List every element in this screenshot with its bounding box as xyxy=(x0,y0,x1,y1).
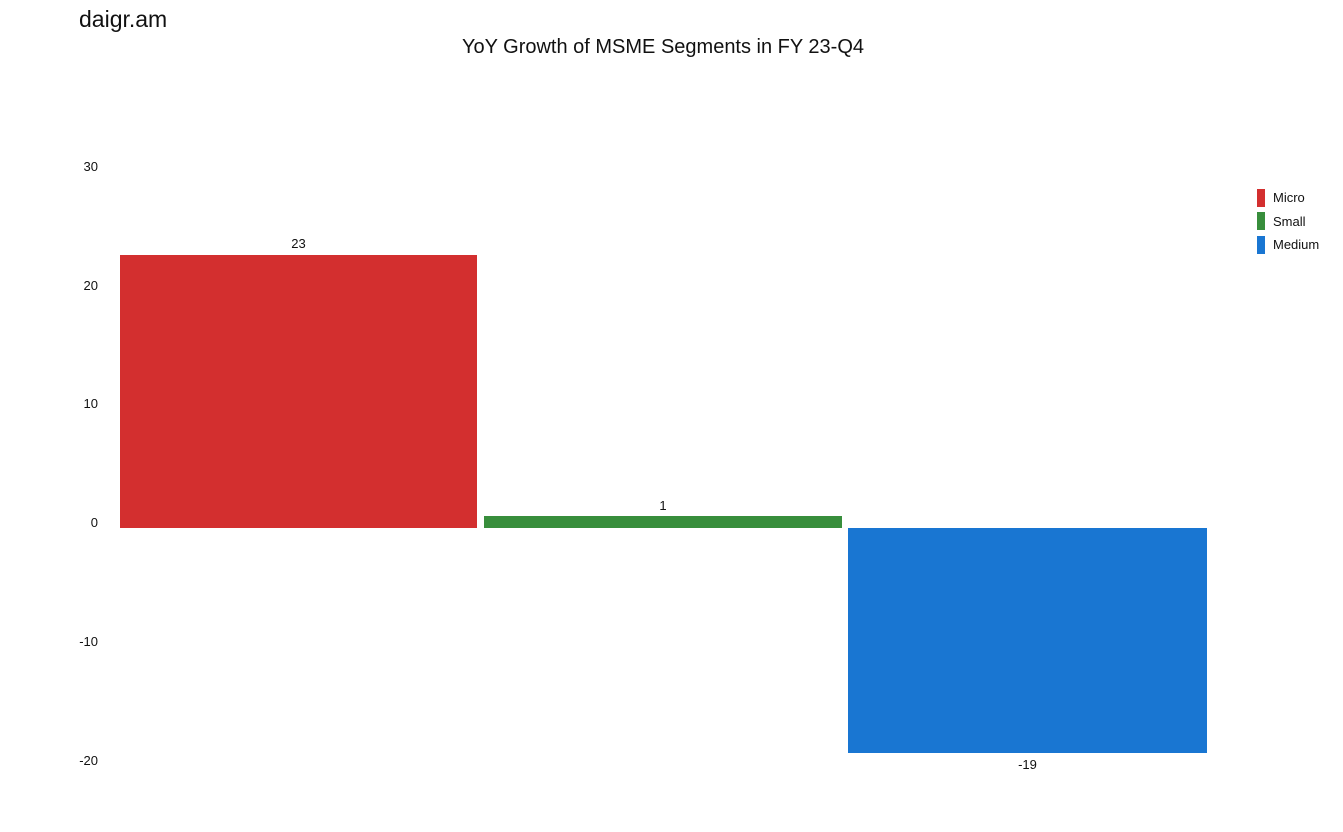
y-tick: 0 xyxy=(90,515,98,530)
bar-label-small: 1 xyxy=(659,498,667,513)
y-tick: 20 xyxy=(83,278,98,293)
legend: Micro Small Medium xyxy=(1257,186,1319,257)
y-tick: -20 xyxy=(79,753,98,768)
legend-swatch-small xyxy=(1257,212,1265,231)
legend-label: Small xyxy=(1273,213,1306,229)
bar-medium xyxy=(848,528,1207,753)
legend-item-medium[interactable]: Medium xyxy=(1257,233,1319,257)
legend-label: Micro xyxy=(1273,190,1305,206)
y-tick: 30 xyxy=(83,159,98,174)
y-tick: -10 xyxy=(79,634,98,649)
legend-swatch-micro xyxy=(1257,188,1265,207)
legend-swatch-medium xyxy=(1257,235,1265,254)
legend-label: Medium xyxy=(1273,237,1320,253)
chart-title: YoY Growth of MSME Segments in FY 23-Q4 xyxy=(461,36,865,58)
y-tick: 10 xyxy=(83,396,98,411)
brand-logo: daigr.am xyxy=(79,6,168,32)
bar-micro xyxy=(120,255,477,528)
legend-item-small[interactable]: Small xyxy=(1257,210,1319,234)
legend-item-micro[interactable]: Micro xyxy=(1257,186,1319,210)
bar-label-micro: 23 xyxy=(291,236,306,251)
bar-small xyxy=(484,516,842,528)
bar-label-medium: -19 xyxy=(1018,757,1037,772)
